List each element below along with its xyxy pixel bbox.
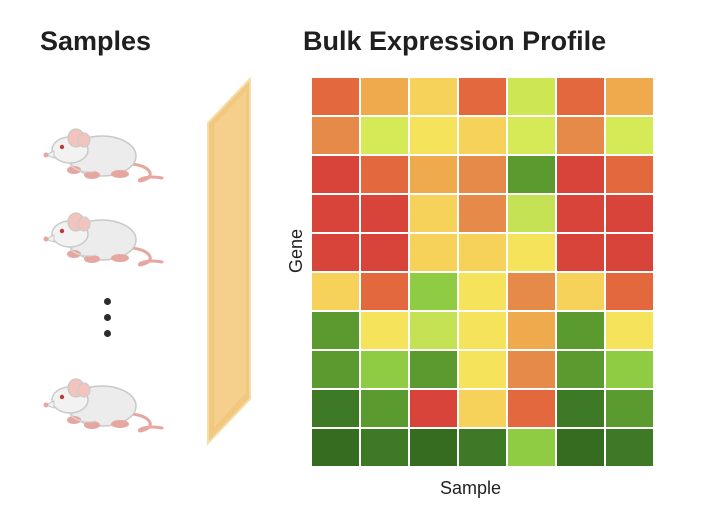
heatmap-cell <box>410 117 459 156</box>
mouse-icon <box>43 378 164 433</box>
heatmap-cell <box>312 78 361 117</box>
heatmap-cell <box>557 156 606 195</box>
heatmap-cell <box>361 429 410 468</box>
heatmap-cell <box>459 312 508 351</box>
heatmap-cell <box>410 312 459 351</box>
heatmap-cell <box>459 234 508 273</box>
sequencing-filter-panel <box>207 76 251 446</box>
heatmap-cell <box>606 78 655 117</box>
heatmap-cell <box>459 156 508 195</box>
heatmap-cell <box>557 195 606 234</box>
ellipsis-dot <box>104 330 111 337</box>
heatmap-cell <box>606 429 655 468</box>
samples-title: Samples <box>40 26 152 56</box>
heatmap-cell <box>508 117 557 156</box>
ellipsis-dot <box>104 314 111 321</box>
heatmap-cell <box>508 273 557 312</box>
heatmap-cell <box>606 273 655 312</box>
heatmap-cell <box>508 156 557 195</box>
heatmap-cell <box>361 351 410 390</box>
heatmap-cell <box>361 312 410 351</box>
heatmap-cell <box>361 195 410 234</box>
heatmap-cell <box>459 117 508 156</box>
heatmap-cell <box>410 429 459 468</box>
heatmap-cell <box>312 390 361 429</box>
heatmap-cell <box>361 78 410 117</box>
heatmap-cell <box>312 156 361 195</box>
heatmap-cell <box>557 273 606 312</box>
heatmap-cell <box>508 429 557 468</box>
heatmap-cell <box>361 390 410 429</box>
heatmap-cell <box>508 390 557 429</box>
mouse-icon <box>43 212 164 267</box>
heatmap-cell <box>557 234 606 273</box>
heatmap-cell <box>459 390 508 429</box>
heatmap-cell <box>606 390 655 429</box>
heatmap-cell <box>312 429 361 468</box>
expression-heatmap <box>312 78 655 468</box>
heatmap-cell <box>606 234 655 273</box>
x-axis-label: Sample <box>440 478 502 498</box>
heatmap-cell <box>410 273 459 312</box>
heatmap-cell <box>508 351 557 390</box>
heatmap-cell <box>557 429 606 468</box>
heatmap-cell <box>508 312 557 351</box>
heatmap-cell <box>410 156 459 195</box>
heatmap-cell <box>508 195 557 234</box>
heatmap-cell <box>459 195 508 234</box>
heatmap-cell <box>410 234 459 273</box>
heatmap-cell <box>361 273 410 312</box>
heatmap-cell <box>508 234 557 273</box>
bulk-expression-title: Bulk Expression Profile <box>303 26 607 56</box>
heatmap-cell <box>410 351 459 390</box>
heatmap-cell <box>410 78 459 117</box>
heatmap-cell <box>361 234 410 273</box>
heatmap-cell <box>312 117 361 156</box>
heatmap-cell <box>459 78 508 117</box>
mouse-icon <box>43 128 164 183</box>
heatmap-cell <box>312 273 361 312</box>
heatmap-cell <box>606 156 655 195</box>
y-axis-label: Gene <box>286 228 306 273</box>
heatmap-cell <box>312 351 361 390</box>
heatmap-cell <box>361 117 410 156</box>
heatmap-cell <box>410 195 459 234</box>
heatmap-cell <box>606 195 655 234</box>
heatmap-cell <box>459 351 508 390</box>
filter-panel-highlight <box>214 91 246 427</box>
heatmap-cell <box>557 117 606 156</box>
heatmap-cell <box>312 195 361 234</box>
heatmap-cell <box>606 312 655 351</box>
heatmap-cell <box>459 429 508 468</box>
heatmap-cell <box>361 156 410 195</box>
ellipsis-dot <box>104 298 111 305</box>
heatmap-cell <box>557 390 606 429</box>
heatmap-cell <box>606 117 655 156</box>
heatmap-cell <box>410 390 459 429</box>
heatmap-cell <box>508 78 557 117</box>
heatmap-cell <box>557 312 606 351</box>
heatmap-cell <box>312 234 361 273</box>
heatmap-cell <box>312 312 361 351</box>
heatmap-cell <box>557 78 606 117</box>
heatmap-cell <box>606 351 655 390</box>
heatmap-cell <box>459 273 508 312</box>
heatmap-cell <box>557 351 606 390</box>
